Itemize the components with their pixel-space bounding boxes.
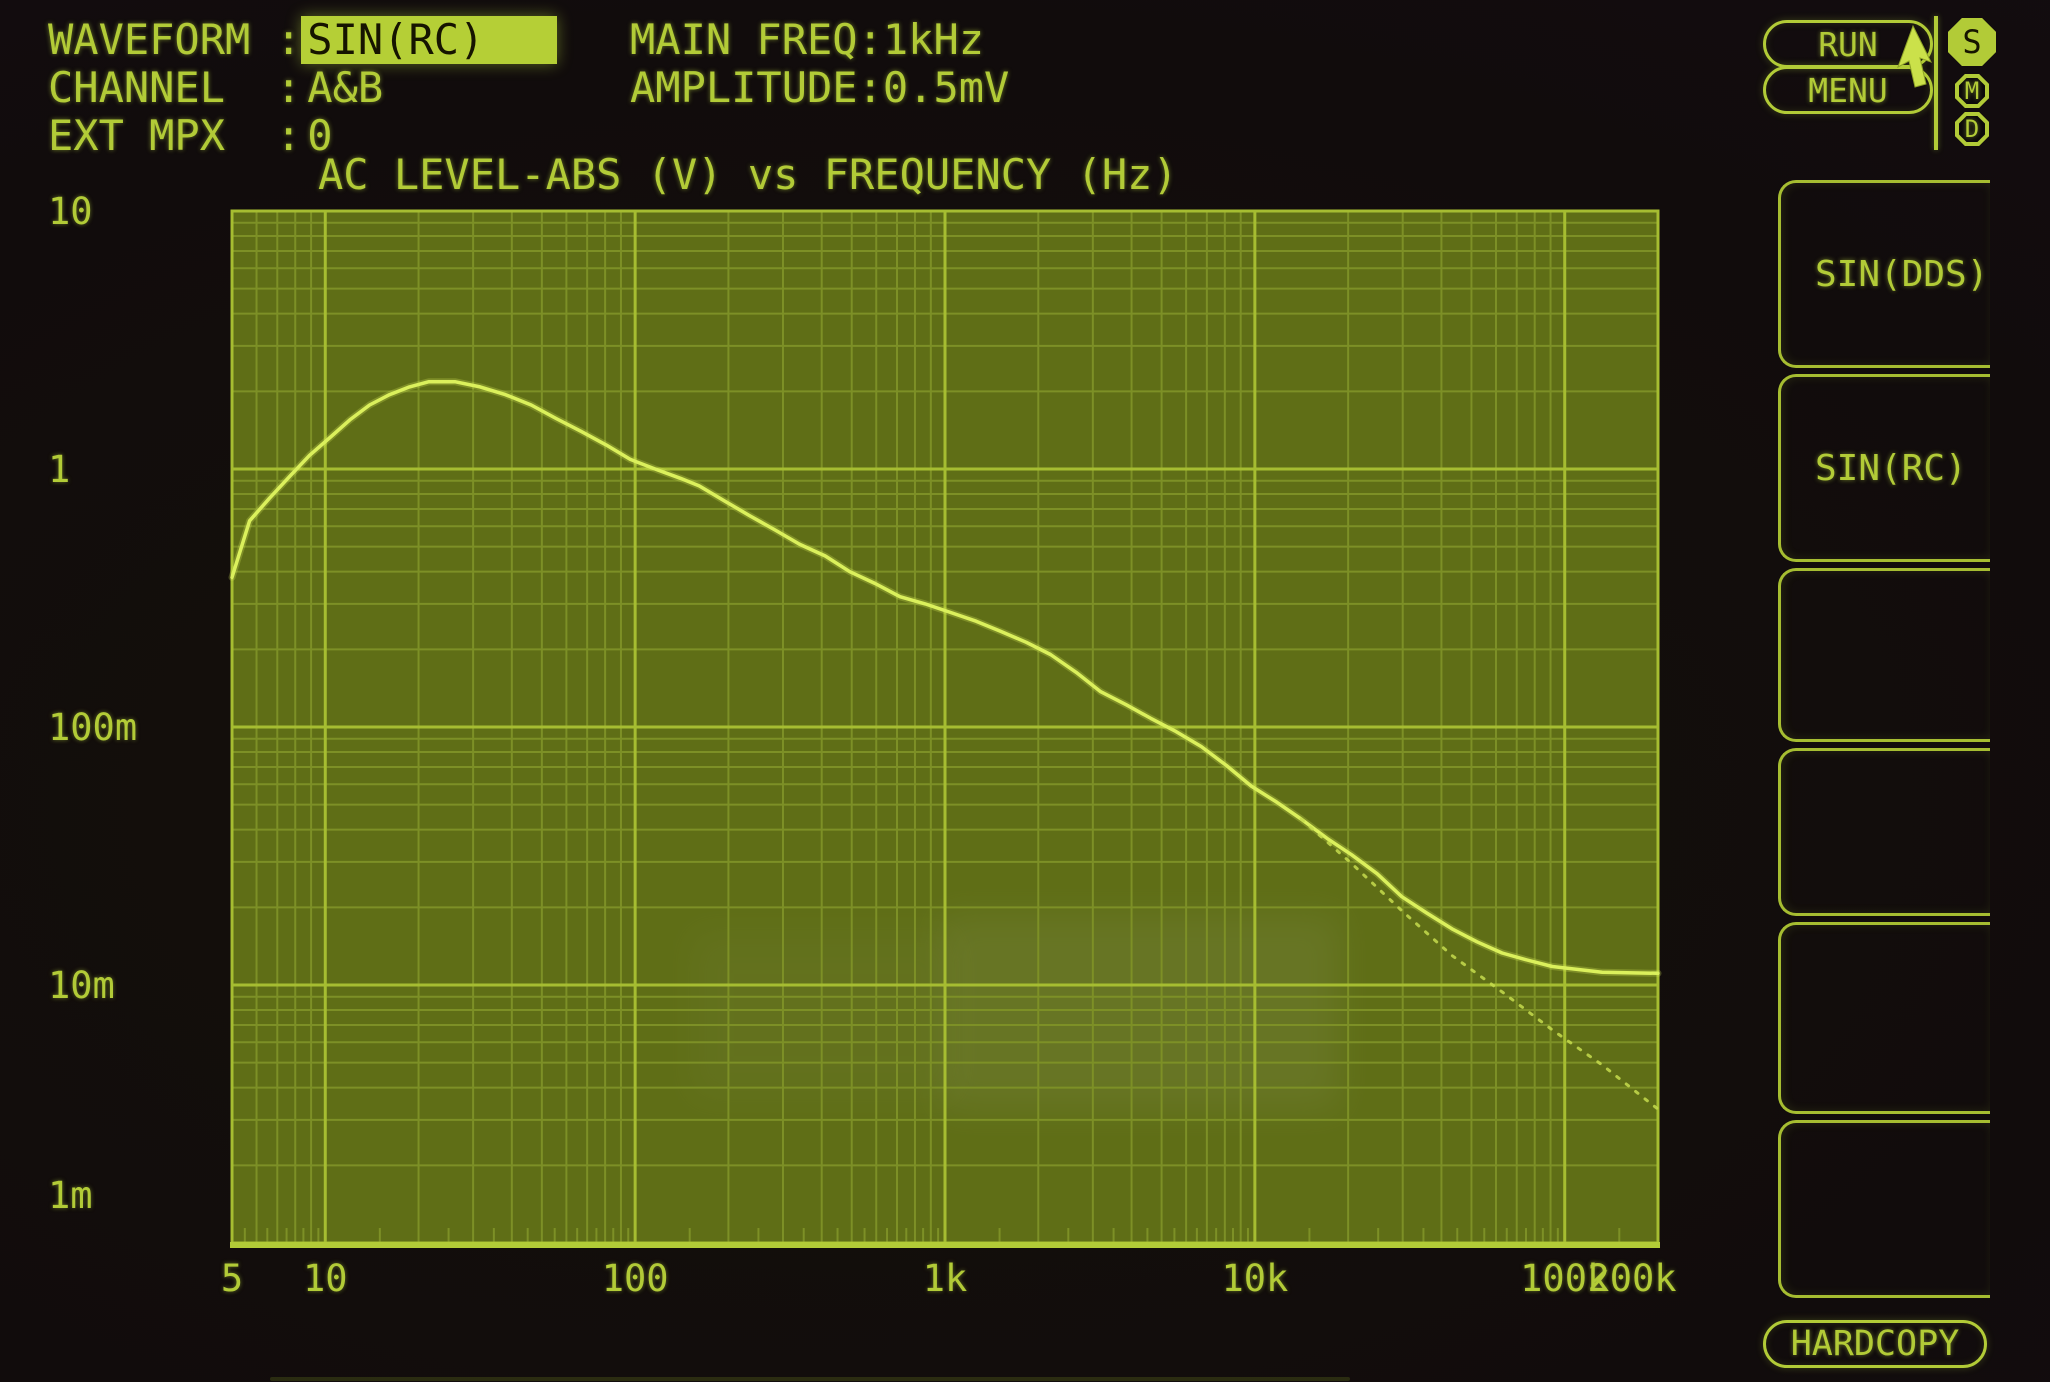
status-badge-d: D: [1955, 112, 1989, 146]
softkey-panel: SIN(DDS) SIN(RC): [1778, 0, 1992, 1382]
softkey-blank-3[interactable]: [1778, 922, 1990, 1114]
separator: :: [276, 15, 302, 64]
softkey-sin-rc[interactable]: SIN(RC): [1778, 374, 1990, 562]
status-badge-label: S: [1962, 23, 1982, 61]
main-freq-label: MAIN FREQ: [630, 15, 858, 64]
amplitude-row: AMPLITUDE:0.5mV: [630, 64, 1009, 112]
status-badge-m: M: [1955, 74, 1989, 108]
y-tick-label: 10m: [48, 964, 115, 1007]
waveform-row: WAVEFORM: SIN(RC): [48, 15, 558, 64]
separator: :: [857, 63, 883, 112]
x-tick-label: 1k: [923, 1257, 968, 1300]
x-tick-label: 200k: [1587, 1257, 1676, 1300]
pointer-cursor-icon: [1897, 24, 1933, 88]
status-badge-label: D: [1964, 115, 1980, 143]
separator: :: [857, 15, 883, 64]
screen-edge-artifact: [270, 1377, 1350, 1381]
parameter-block: WAVEFORM: SIN(RC) CHANNEL: A&B EXT MPX:0: [48, 15, 558, 160]
softkey-label: SIN(DDS): [1815, 253, 1989, 295]
x-tick-label: 10k: [1221, 1257, 1288, 1300]
separator: :: [276, 63, 302, 112]
channel-value-field[interactable]: A&B: [307, 63, 384, 112]
x-tick-label: 100: [602, 1257, 669, 1300]
main-freq-value[interactable]: 1kHz: [882, 15, 985, 64]
softkey-blank-4[interactable]: [1778, 1120, 1990, 1298]
x-tick-label: 10: [303, 1257, 348, 1300]
softkey-blank-1[interactable]: [1778, 568, 1990, 742]
softkey-label: SIN(RC): [1815, 447, 1967, 489]
y-tick-label: 100m: [48, 706, 137, 749]
amplitude-label: AMPLITUDE: [630, 63, 858, 112]
waveform-label: WAVEFORM: [48, 15, 251, 64]
softkey-sin-dds[interactable]: SIN(DDS): [1778, 180, 1990, 368]
run-button-label: RUN: [1818, 24, 1878, 64]
ext-mpx-label: EXT MPX: [48, 111, 226, 160]
channel-label: CHANNEL: [48, 63, 226, 112]
y-tick-label: 1m: [48, 1174, 93, 1217]
settings-block: MAIN FREQ:1kHz AMPLITUDE:0.5mV: [630, 16, 1009, 112]
menu-button-label: MENU: [1808, 70, 1888, 110]
menu-button[interactable]: MENU: [1763, 66, 1933, 114]
separator: :: [276, 111, 302, 160]
channel-row: CHANNEL: A&B: [48, 64, 557, 112]
status-divider: [1934, 16, 1938, 150]
amplitude-value[interactable]: 0.5mV: [882, 63, 1010, 112]
x-tick-label: 5: [221, 1257, 243, 1300]
hardcopy-button-label: HARDCOPY: [1790, 1324, 1960, 1364]
status-badge-sweep: S: [1948, 18, 1996, 66]
main-freq-row: MAIN FREQ:1kHz: [630, 16, 1009, 64]
y-tick-label: 10: [48, 190, 93, 233]
waveform-value-field[interactable]: SIN(RC): [301, 16, 558, 64]
hardcopy-button[interactable]: HARDCOPY: [1763, 1320, 1987, 1368]
status-badge-label: M: [1964, 77, 1980, 105]
chart-title: AC LEVEL-ABS (V) vs FREQUENCY (Hz): [318, 150, 1178, 199]
ext-mpx-row: EXT MPX:0: [48, 112, 557, 160]
softkey-blank-2[interactable]: [1778, 748, 1990, 916]
ext-mpx-value-field[interactable]: 0: [307, 111, 333, 160]
y-tick-label: 1: [48, 448, 70, 491]
x-tick-label: 100k: [1520, 1257, 1609, 1300]
